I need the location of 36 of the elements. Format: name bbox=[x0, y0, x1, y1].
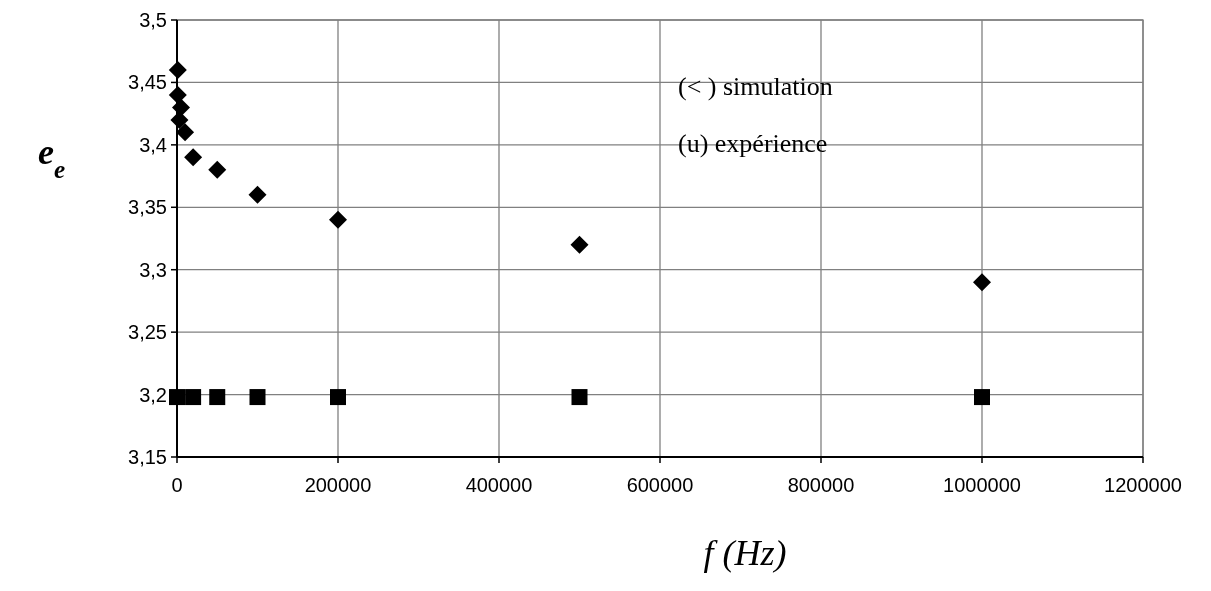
y-tick-label: 3,45 bbox=[128, 71, 167, 94]
annotation: (< ) simulation bbox=[678, 72, 833, 102]
point bbox=[208, 160, 227, 179]
point bbox=[973, 273, 991, 292]
annotation: (u) expérience bbox=[678, 129, 828, 159]
x-axis-title: f (Hz) bbox=[703, 533, 787, 573]
point bbox=[209, 389, 226, 406]
point bbox=[248, 185, 267, 204]
point bbox=[249, 389, 266, 406]
x-tick-label: 600000 bbox=[626, 474, 694, 496]
y-tick-label: 3,25 bbox=[128, 321, 167, 344]
point bbox=[168, 60, 187, 79]
y-tick-label: 3,3 bbox=[139, 258, 167, 281]
x-tick-label: 1000000 bbox=[943, 474, 1021, 496]
y-tick-label: 3,35 bbox=[128, 196, 167, 219]
y-tick-label: 3,2 bbox=[139, 383, 167, 406]
y-tick-label: 3,4 bbox=[139, 133, 167, 156]
point bbox=[330, 389, 346, 406]
point bbox=[169, 389, 185, 406]
point bbox=[185, 389, 202, 406]
point bbox=[570, 235, 589, 254]
point bbox=[329, 210, 347, 229]
point bbox=[571, 389, 588, 406]
y-tick-label: 3,15 bbox=[128, 446, 167, 468]
y-axis-title: e$_{e}$ bbox=[38, 132, 66, 183]
point bbox=[974, 389, 990, 406]
x-tick-label: 400000 bbox=[465, 474, 533, 496]
point bbox=[176, 123, 195, 142]
point bbox=[168, 85, 187, 104]
x-tick-label: 200000 bbox=[304, 474, 372, 496]
point bbox=[172, 98, 191, 117]
x-tick-label: 0 bbox=[171, 474, 183, 496]
y-tick-label: 3,5 bbox=[139, 9, 167, 31]
point bbox=[184, 148, 203, 167]
x-tick-label: 800000 bbox=[787, 474, 855, 496]
x-tick-label: 1200000 bbox=[1104, 474, 1182, 496]
